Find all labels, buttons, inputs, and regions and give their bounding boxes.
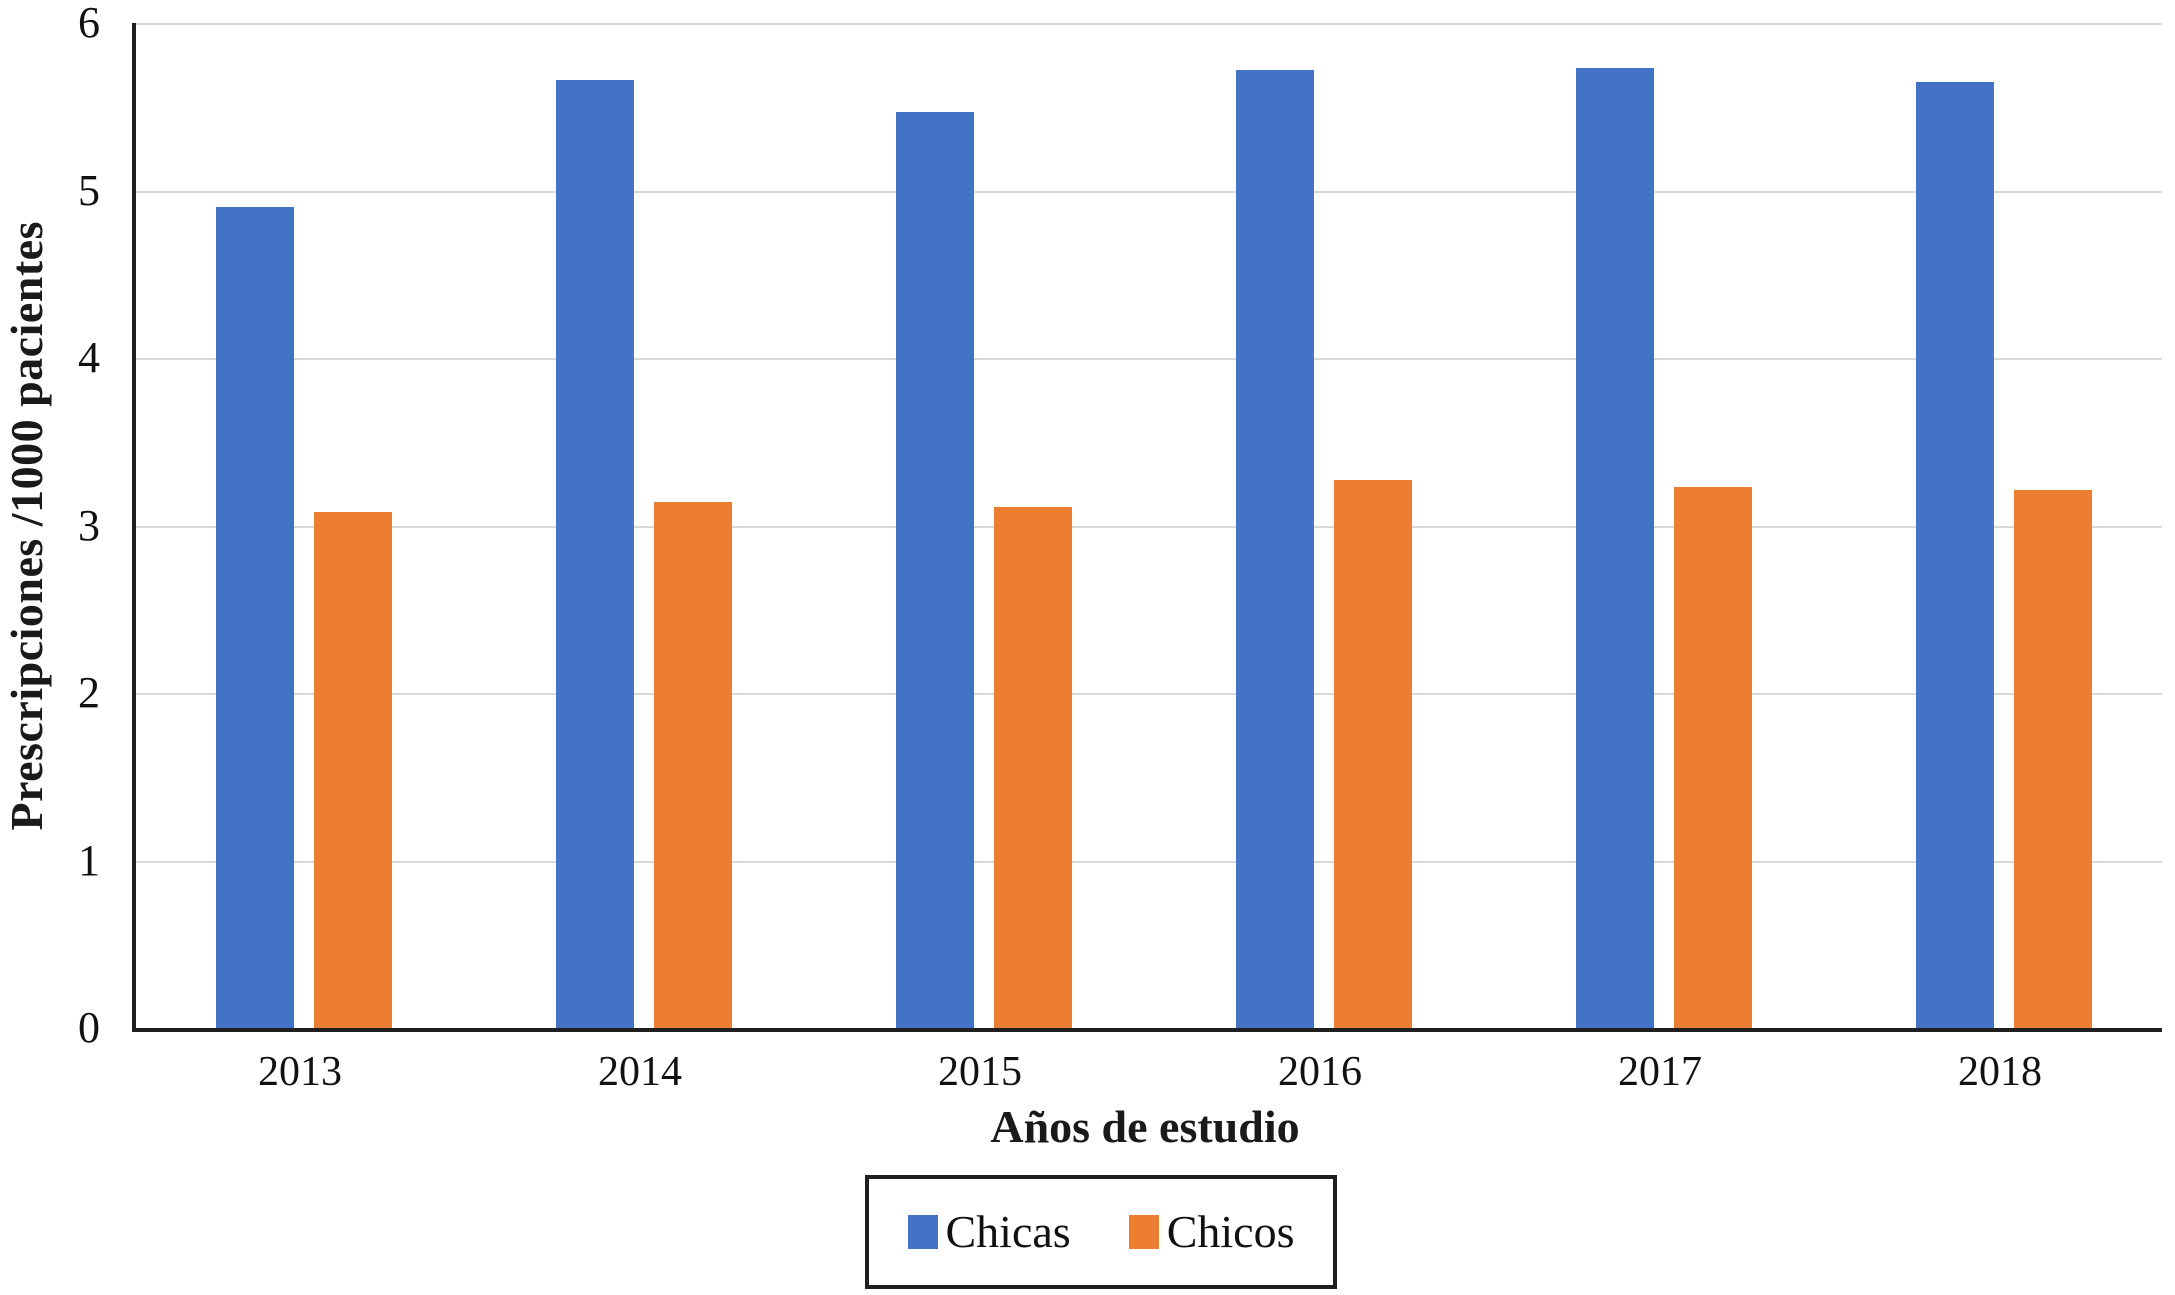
legend-swatch-chicos: [1128, 1215, 1159, 1249]
bar-chicos-2016: [1334, 480, 1412, 1028]
y-tick-label-6: 6: [78, 0, 100, 47]
x-tick-label-2017: 2017: [1618, 1049, 1702, 1095]
bar-chicas-2018: [1916, 82, 1994, 1028]
y-tick-label-1: 1: [78, 835, 100, 885]
bar-chicas-2016: [1236, 70, 1314, 1028]
bar-chicos-2018: [2014, 490, 2092, 1028]
bar-chicas-2014: [556, 80, 634, 1028]
bar-chicos-2013: [314, 512, 392, 1028]
gridline-y-3: [136, 525, 2162, 528]
bar-chicas-2015: [896, 112, 974, 1028]
gridline-y-1: [136, 860, 2162, 863]
y-tick-label-4: 4: [78, 333, 100, 382]
x-tick-label-2018: 2018: [1958, 1049, 2042, 1095]
legend: Chicas Chicos: [865, 1175, 1337, 1289]
x-tick-label-2013: 2013: [258, 1049, 342, 1095]
gridline-y-5: [136, 190, 2162, 193]
gridline-y-6: [136, 23, 2162, 25]
bar-chicas-2013: [216, 207, 294, 1028]
legend-label-chicas: Chicas: [945, 1206, 1071, 1257]
legend-label-chicos: Chicos: [1166, 1206, 1295, 1257]
plot-area: [132, 23, 2162, 1032]
y-tick-label-3: 3: [78, 500, 100, 550]
x-axis-title: Años de estudio: [990, 1101, 1300, 1152]
y-tick-label-0: 0: [78, 1003, 100, 1052]
bar-chicos-2015: [994, 507, 1072, 1028]
gridline-y-2: [136, 693, 2162, 695]
y-tick-label-2: 2: [78, 668, 100, 717]
bar-chicos-2017: [1674, 487, 1752, 1028]
y-tick-label-5: 5: [78, 165, 100, 215]
gridline-y-4: [136, 358, 2162, 360]
x-tick-label-2015: 2015: [938, 1049, 1022, 1095]
bar-chicos-2014: [654, 502, 732, 1028]
x-tick-label-2014: 2014: [598, 1049, 682, 1095]
bar-chicas-2017: [1576, 68, 1654, 1028]
x-tick-label-2016: 2016: [1278, 1049, 1362, 1095]
legend-swatch-chicas: [907, 1215, 938, 1249]
legend-entry-chicas: Chicas: [907, 1206, 1071, 1257]
legend-entry-chicos: Chicos: [1128, 1206, 1295, 1257]
